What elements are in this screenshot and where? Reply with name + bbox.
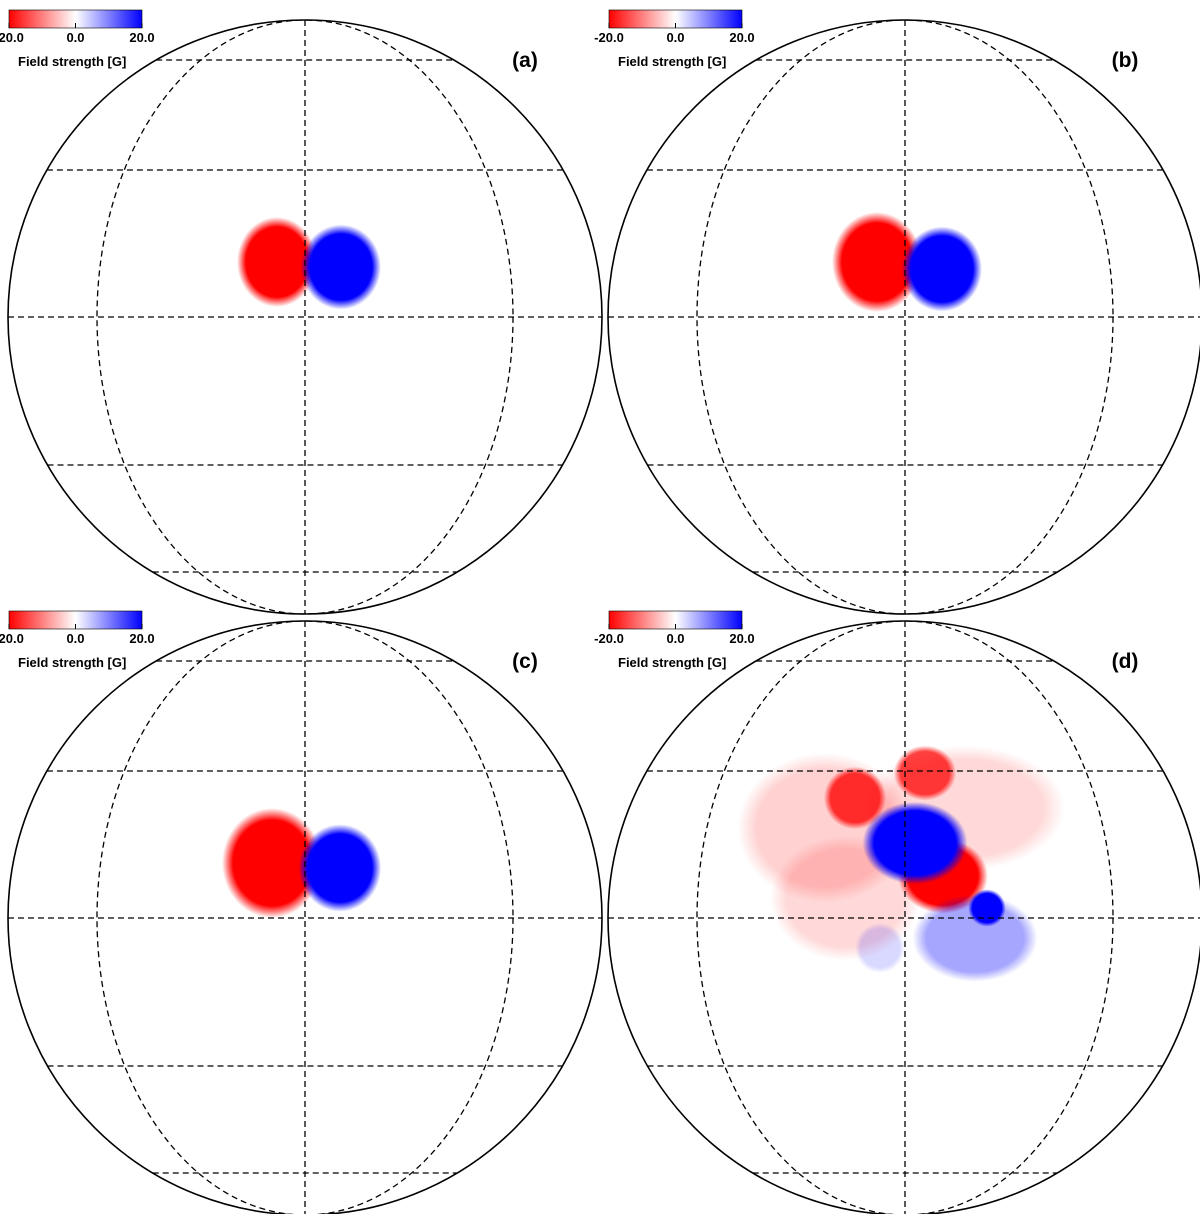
colorbar-tick-label: 20.0 — [129, 30, 154, 45]
panel-label: (c) — [512, 650, 538, 673]
solar-limb — [7, 19, 603, 615]
flux-patch — [893, 745, 957, 801]
panel-label: (a) — [512, 49, 538, 72]
colorbar-tick-label: -20.0 — [0, 631, 24, 646]
colorbar-tick-label: 0.0 — [666, 631, 684, 646]
magnetogram — [237, 217, 381, 310]
solar-limb — [607, 19, 1200, 615]
colorbar-tick-label: 20.0 — [129, 631, 154, 646]
magnetogram — [222, 808, 382, 918]
panel-label: (b) — [1112, 49, 1139, 72]
colorbar-label: Field strength [G] — [618, 655, 726, 670]
colorbar-tick-label: -20.0 — [0, 30, 24, 45]
flux-patch — [862, 801, 968, 885]
flux-patch — [912, 894, 1038, 982]
meridian — [96, 620, 514, 1216]
flux-patch — [301, 224, 381, 310]
flux-patch — [237, 217, 317, 307]
meridian — [696, 620, 1114, 1216]
flux-patch — [832, 212, 922, 312]
colorbar-tick-label: 0.0 — [666, 30, 684, 45]
meridian — [696, 19, 1114, 615]
colorbar-tick-label: 0.0 — [66, 30, 84, 45]
flux-patch — [902, 226, 982, 312]
colorbar-label: Field strength [G] — [18, 54, 126, 69]
panel-label: (d) — [1112, 650, 1139, 673]
colorbar-tick-label: 20.0 — [729, 30, 754, 45]
colorbar-tick-label: 20.0 — [729, 631, 754, 646]
meridian — [96, 19, 514, 615]
colorbar-tick-label: -20.0 — [594, 631, 624, 646]
colorbar-tick-label: 0.0 — [66, 631, 84, 646]
colorbar-label: Field strength [G] — [18, 655, 126, 670]
magnetogram — [832, 212, 982, 312]
flux-patch — [222, 808, 322, 918]
colorbar-tick-label: -20.0 — [594, 30, 624, 45]
flux-patch — [855, 923, 905, 973]
flux-patch — [298, 824, 382, 912]
magnetogram — [737, 745, 1065, 982]
colorbar-label: Field strength [G] — [618, 54, 726, 69]
flux-patch — [968, 889, 1006, 927]
flux-patch — [823, 766, 887, 830]
